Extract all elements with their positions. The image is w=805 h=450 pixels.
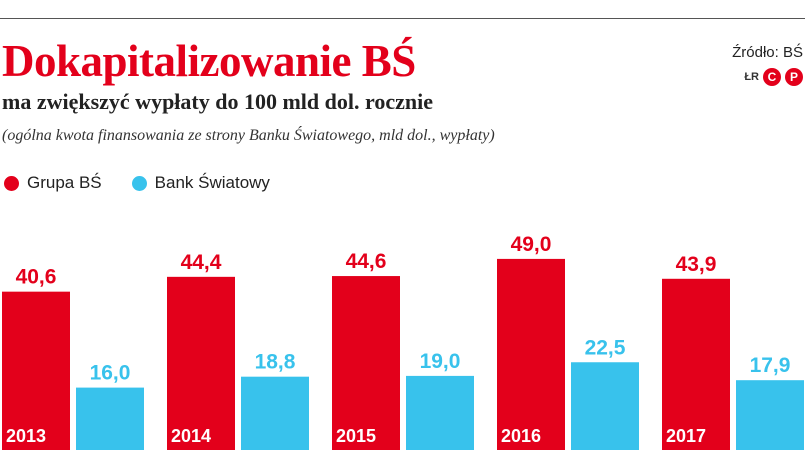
bar-bank-2015	[406, 375, 474, 450]
bar-grupa-2017	[662, 278, 730, 450]
chart-note: (ogólna kwota finansowania ze strony Ban…	[2, 127, 495, 144]
source-label: Źródło: BŚ	[732, 44, 803, 61]
year-label-2017: 2017	[666, 426, 706, 446]
legend-item-grupa: Grupa BŚ	[4, 173, 102, 193]
author-initials: ŁR	[744, 71, 759, 83]
year-label-2013: 2013	[6, 426, 46, 446]
value-label-bank-2015: 19,0	[420, 350, 461, 373]
year-label-2015: 2015	[336, 426, 376, 446]
publisher-logo: ŁR C P	[744, 66, 803, 88]
year-label-2016: 2016	[501, 426, 541, 446]
value-label-grupa-2014: 44,4	[181, 251, 222, 274]
bar-grupa-2014	[167, 276, 235, 450]
chart-title: Dokapitalizowanie BŚ	[2, 36, 416, 86]
legend-label-grupa: Grupa BŚ	[27, 173, 102, 192]
value-label-bank-2013: 16,0	[90, 362, 131, 385]
bar-bank-2014	[241, 376, 309, 450]
value-label-bank-2016: 22,5	[585, 336, 626, 359]
logo-c-icon: C	[763, 68, 781, 86]
bar-bank-2017	[736, 380, 804, 450]
bar-grupa-2015	[332, 276, 400, 450]
legend-swatch-bank	[131, 175, 147, 191]
legend: Grupa BŚ Bank Światowy	[4, 172, 300, 194]
year-label-2014: 2014	[171, 426, 211, 446]
legend-swatch-grupa	[4, 175, 19, 191]
chart-subtitle: ma zwiększyć wypłaty do 100 mld dol. roc…	[2, 89, 434, 114]
value-label-grupa-2016: 49,0	[511, 233, 552, 256]
legend-label-bank: Bank Światowy	[154, 173, 270, 192]
value-label-bank-2017: 17,9	[750, 354, 791, 377]
bar-grupa-2016	[497, 258, 565, 450]
legend-item-bank: Bank Światowy	[131, 173, 270, 193]
value-label-grupa-2017: 43,9	[676, 253, 717, 276]
bar-bank-2016	[571, 362, 639, 450]
logo-p-icon: P	[785, 68, 803, 86]
top-rule	[0, 18, 805, 19]
value-label-grupa-2015: 44,6	[346, 250, 387, 273]
bar-bank-2013	[76, 387, 144, 450]
value-label-grupa-2013: 40,6	[16, 266, 57, 289]
value-label-bank-2014: 18,8	[255, 351, 296, 374]
bar-grupa-2013	[2, 291, 70, 450]
